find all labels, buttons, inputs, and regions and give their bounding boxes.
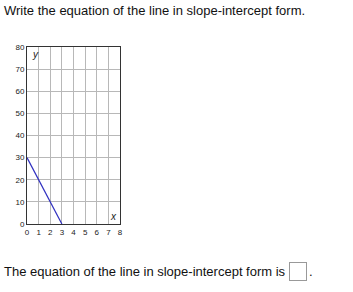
svg-text:50: 50: [15, 109, 24, 118]
svg-text:1: 1: [36, 228, 41, 237]
html-text:Write the equation of the line: Write the equation of the line in slope-…: [4, 3, 306, 18]
svg-text:60: 60: [15, 87, 24, 96]
svg-text:5: 5: [83, 228, 88, 237]
svg-text:40: 40: [15, 131, 24, 140]
svg-text:20: 20: [15, 176, 24, 185]
svg-text:0: 0: [20, 220, 25, 229]
svg-text:30: 30: [15, 153, 24, 162]
svg-text:7: 7: [106, 228, 111, 237]
svg-text:y: y: [32, 49, 39, 60]
svg-text:2: 2: [48, 228, 53, 237]
svg-text:x: x: [110, 211, 117, 222]
svg-text:70: 70: [15, 65, 24, 74]
svg-text:4: 4: [71, 228, 76, 237]
svg-text:6: 6: [95, 228, 100, 237]
svg-text:3: 3: [60, 228, 65, 237]
svg-text:0: 0: [25, 228, 30, 237]
html-text:The equation of the line in sl: The equation of the line in slope-interc…: [4, 264, 286, 279]
svg-text:8: 8: [118, 228, 123, 237]
svg-text:10: 10: [15, 198, 24, 207]
svg-text:80: 80: [15, 43, 24, 52]
